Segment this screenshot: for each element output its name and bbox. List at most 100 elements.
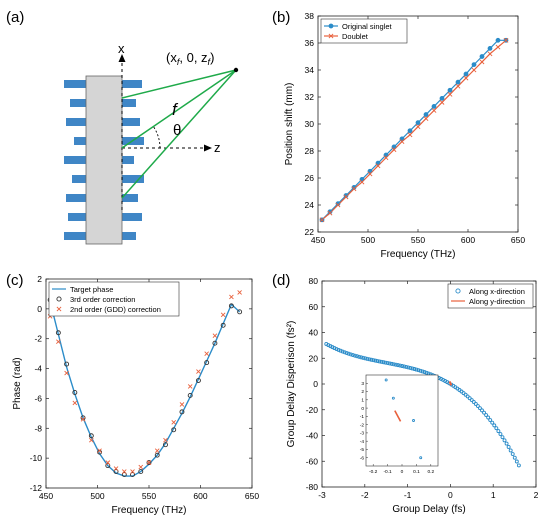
data-point-doublet [423,116,429,122]
data-point-3rd-order [55,330,61,336]
data-point-3rd-order [204,360,210,366]
data-point-doublet [503,37,509,43]
inset-data-point-along-x [384,378,388,382]
data-point-along-x [377,359,382,364]
data-point-doublet [391,147,397,153]
legend-label: Along x-direction [469,287,525,296]
data-point-3rd-order [212,340,218,346]
y-tick-label: 40 [309,328,319,338]
legend-label: Doublet [342,32,369,41]
data-point-along-x [504,441,509,446]
data-point-2nd-order [196,369,201,374]
data-point-along-x [365,356,370,361]
data-point-along-x [410,366,415,371]
data-point-3rd-order [121,472,127,478]
x-tick-label: 650 [245,491,259,501]
data-point-2nd-order [56,339,61,345]
data-point-doublet [471,67,477,73]
x-axis-arrow [118,54,126,62]
panel-label-a: (a) [6,9,24,26]
data-point-3rd-order [88,433,94,439]
y-tick-label: 28 [305,146,315,156]
inset-data-point-along-x [391,396,395,400]
data-point-2nd-order [138,464,144,470]
data-point-3rd-order [146,460,152,466]
data-point-along-x [359,355,364,360]
legend-box [48,281,180,317]
substrate [85,75,123,245]
x-tick-label: -2 [361,490,369,500]
data-point-along-x [336,347,341,352]
y-tick-label: 26 [305,173,315,183]
inset-y-tick-label: 0 [361,406,364,412]
y-tick-label: 38 [305,11,315,21]
data-point-along-x [400,364,405,368]
data-point-3rd-order [105,463,111,469]
legend-label: Original singlet [342,22,393,31]
data-point-original-singlet [431,104,437,109]
x-tick-label: 500 [361,235,375,245]
inset-y-tick-label: -1 [360,414,365,420]
meta-atom-right [122,118,140,126]
data-point-along-x [404,364,409,369]
series-line-along-y [448,381,453,386]
data-point-along-x [480,408,484,413]
data-point-along-x [420,369,425,374]
meta-atom-right [122,175,144,183]
data-point-original-singlet [447,87,453,93]
x-tick-label: 600 [193,491,207,501]
x-tick-label: 0 [448,490,453,500]
data-point-along-x [473,402,478,406]
x-tick-label: -1 [404,490,412,500]
y-tick-label: 24 [305,200,315,210]
legend-marker [328,33,334,39]
data-point-original-singlet [343,193,349,198]
focal-length-label: f [172,100,179,119]
panel-label-c: (c) [6,272,24,289]
data-point-2nd-order [171,419,177,425]
data-point-2nd-order [121,469,127,474]
data-point-3rd-order [195,378,201,383]
y-tick-label: 0 [313,379,318,389]
data-point-doublet [431,108,437,113]
data-point-original-singlet [479,54,485,59]
data-point-2nd-order [220,312,226,318]
data-point-along-x [338,348,343,353]
data-point-along-x [516,463,521,468]
data-point-along-x [469,398,474,403]
meta-atom-right [122,232,136,240]
x-tick-label: 450 [311,235,325,245]
data-point-along-x [383,360,388,365]
inset-x-tick-label: 0 [401,469,404,475]
data-point-doublet [343,194,349,200]
inset-y-tick-label: 1 [361,398,364,404]
data-point-along-x [494,426,499,431]
metalens-schematic: x z (xf, 0, zf) f θ [64,41,239,245]
data-point-2nd-order [179,402,185,407]
data-point-along-x [416,368,421,373]
meta-atom-right [122,80,142,88]
ray-top [121,69,237,99]
data-point-2nd-order [113,466,119,471]
data-point-doublet [407,132,413,138]
inset-x-tick-label: 0.1 [413,469,420,475]
data-point-doublet [351,186,357,192]
data-point-3rd-order [237,309,243,315]
data-point-along-x [389,361,394,366]
data-point-along-x [471,400,476,404]
data-point-doublet [327,210,333,216]
x-axis-label: Frequency (THz) [111,505,186,516]
data-point-3rd-order [130,472,135,478]
data-point-original-singlet [471,62,477,67]
x-axis-label: x [118,41,125,56]
data-point-3rd-order [179,409,185,415]
meta-atom-left [68,213,86,221]
data-point-along-x [498,432,503,437]
data-point-doublet [463,75,469,81]
data-point-along-x [484,413,489,417]
data-point-along-x [502,438,507,443]
y-tick-label: 20 [309,353,319,363]
legend-label: Along y-direction [469,297,525,306]
data-point-along-x [361,355,366,360]
